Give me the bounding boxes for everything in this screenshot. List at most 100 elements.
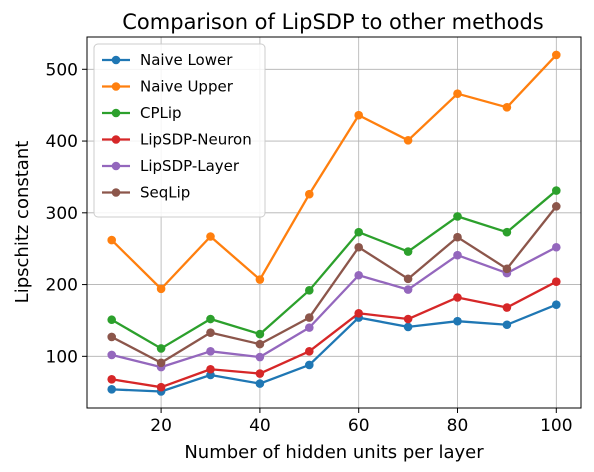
- data-point-naive-upper: [206, 232, 215, 241]
- data-point-lipsdp-neuron: [305, 347, 314, 356]
- data-point-cplip: [453, 212, 462, 221]
- data-point-seqlip: [206, 328, 215, 337]
- data-point-naive-upper: [453, 89, 462, 98]
- data-point-lipsdp-neuron: [502, 303, 512, 312]
- data-point-naive-lower: [255, 379, 265, 388]
- data-point-cplip: [206, 314, 215, 324]
- data-point-lipsdp-layer: [354, 270, 364, 280]
- data-point-cplip: [305, 286, 314, 295]
- data-point-naive-upper: [107, 235, 116, 245]
- data-point-seqlip: [156, 358, 166, 368]
- x-tick-label: 60: [348, 416, 370, 436]
- data-point-naive-upper: [403, 136, 413, 145]
- data-point-naive-lower: [403, 322, 413, 332]
- series-line-seqlip: [111, 205, 558, 364]
- y-tick-label: 200: [46, 276, 78, 296]
- legend-item: CPLip: [102, 104, 182, 122]
- legend: Naive Lower Naive Upper CPLip LipSDP-Neuron…: [93, 43, 266, 218]
- legend-marker: [111, 135, 121, 144]
- x-tick-label: 100: [540, 416, 572, 436]
- x-tick-label: 20: [150, 416, 172, 436]
- legend-item: SeqLip: [102, 184, 190, 202]
- data-point-cplip: [255, 329, 265, 339]
- data-point-lipsdp-layer: [206, 347, 215, 356]
- data-point-naive-upper: [156, 284, 166, 294]
- x-tick-label: 80: [447, 416, 469, 436]
- data-point-naive-upper: [502, 103, 512, 112]
- y-axis: 100 200 300 400 500: [46, 60, 87, 367]
- data-point-naive-upper: [255, 275, 265, 284]
- data-point-lipsdp-layer: [453, 250, 462, 260]
- legend-marker: [111, 161, 121, 171]
- data-point-naive-upper: [305, 189, 314, 199]
- data-point-seqlip: [453, 232, 462, 242]
- data-point-lipsdp-layer: [552, 242, 561, 252]
- data-point-naive-lower: [453, 316, 462, 326]
- data-point-naive-lower: [502, 320, 512, 330]
- data-point-cplip: [403, 247, 413, 256]
- data-point-cplip: [107, 315, 116, 325]
- y-tick-label: 100: [46, 347, 78, 367]
- data-point-cplip: [354, 227, 364, 237]
- legend-label: CPLip: [140, 104, 182, 122]
- x-tick-label: 40: [249, 416, 271, 436]
- data-point-lipsdp-neuron: [255, 369, 265, 378]
- data-point-lipsdp-neuron: [453, 293, 462, 302]
- series-line-lipsdp-neuron: [111, 280, 557, 389]
- x-axis-title: Number of hidden units per layer: [184, 442, 484, 463]
- data-point-lipsdp-neuron: [156, 382, 166, 392]
- data-point-lipsdp-layer: [305, 323, 314, 332]
- data-point-naive-upper: [354, 110, 364, 120]
- legend-label: LipSDP-Layer: [140, 157, 240, 175]
- legend-label: LipSDP-Neuron: [140, 131, 252, 149]
- series-layer: [107, 50, 561, 396]
- data-point-lipsdp-neuron: [354, 308, 364, 318]
- series-naive-upper: [107, 50, 561, 294]
- data-point-naive-lower: [305, 360, 314, 370]
- series-line-cplip: [111, 189, 558, 350]
- data-point-seqlip: [354, 242, 364, 252]
- legend-label: SeqLip: [140, 184, 190, 202]
- legend-item: Naive Lower: [102, 51, 233, 69]
- data-point-lipsdp-layer: [107, 350, 116, 360]
- data-point-seqlip: [403, 274, 413, 284]
- y-tick-label: 300: [46, 204, 78, 224]
- legend-label: Naive Upper: [140, 78, 234, 96]
- series-lipsdp-neuron: [107, 277, 561, 392]
- data-point-naive-lower: [552, 300, 561, 309]
- data-point-seqlip: [255, 339, 265, 349]
- series-cplip: [107, 186, 561, 353]
- legend-label: Naive Lower: [140, 51, 233, 69]
- data-point-seqlip: [305, 313, 314, 322]
- legend-marker: [111, 55, 121, 65]
- data-point-cplip: [156, 344, 166, 353]
- plot-frame: [86, 36, 582, 409]
- data-point-naive-lower: [107, 385, 116, 394]
- legend-marker: [111, 108, 121, 118]
- data-point-seqlip: [502, 264, 512, 274]
- legend-marker: [111, 82, 121, 91]
- y-axis-title: Lipschitz constant: [12, 141, 33, 304]
- data-point-lipsdp-layer: [255, 352, 265, 362]
- data-point-lipsdp-layer: [403, 285, 413, 294]
- data-point-seqlip: [552, 202, 561, 211]
- data-point-lipsdp-neuron: [403, 314, 413, 324]
- data-point-naive-upper: [552, 50, 561, 60]
- chart-title: Comparison of LipSDP to other methods: [122, 10, 543, 34]
- legend-item: Naive Upper: [102, 78, 234, 96]
- legend-box: [93, 43, 266, 218]
- series-seqlip: [107, 202, 561, 368]
- series-line-lipsdp-layer: [111, 246, 557, 369]
- data-point-cplip: [552, 186, 561, 195]
- data-point-lipsdp-neuron: [107, 374, 116, 384]
- legend-marker: [111, 188, 121, 197]
- y-tick-label: 400: [46, 132, 78, 152]
- data-point-seqlip: [107, 332, 116, 342]
- data-point-cplip: [502, 227, 512, 237]
- series-line-naive-lower: [111, 303, 557, 393]
- legend-item: LipSDP-Layer: [102, 157, 240, 175]
- data-point-lipsdp-neuron: [552, 277, 561, 287]
- series-line-naive-upper: [110, 54, 558, 291]
- y-tick-label: 500: [46, 60, 78, 80]
